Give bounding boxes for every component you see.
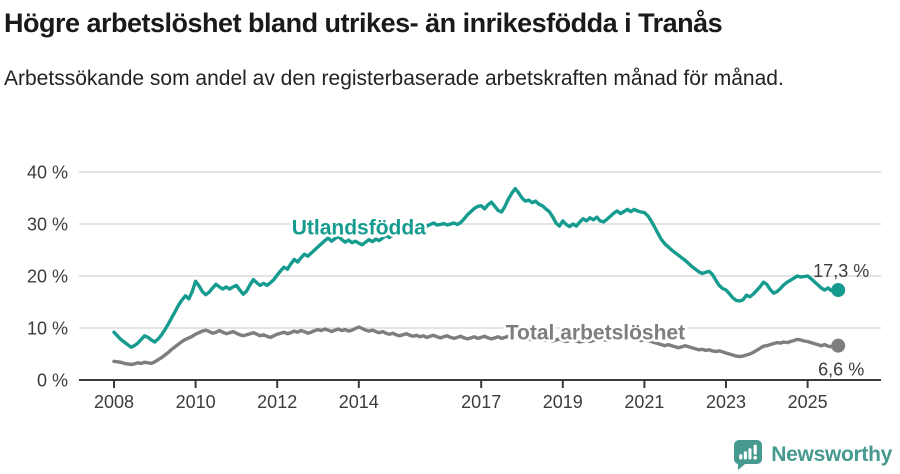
series-end-dot-0: [831, 283, 846, 298]
x-axis-label-2010: 2010: [176, 392, 216, 412]
series-end-dot-1: [831, 338, 846, 353]
bar-medium: [744, 451, 748, 460]
x-axis-label-2017: 2017: [461, 392, 501, 412]
x-axis-label-2023: 2023: [706, 392, 746, 412]
bar-large: [748, 448, 752, 460]
y-axis-label-10: 10 %: [27, 319, 68, 339]
exclamation-stem: [753, 444, 758, 455]
x-axis-label-2021: 2021: [624, 392, 664, 412]
chart-title: Högre arbetslöshet bland utrikes- än inr…: [4, 8, 723, 38]
series-line-1: [112, 325, 840, 367]
y-axis-label-40: 40 %: [27, 163, 68, 183]
speech-bubble-shape: [734, 440, 763, 470]
x-axis-label-2019: 2019: [543, 392, 583, 412]
chart-subtitle: Arbetssökande som andel av den registerb…: [4, 67, 784, 90]
series-end-label-1: 6,6 %: [818, 360, 864, 380]
brand-name: Newsworthy: [771, 442, 892, 466]
x-axis-label-2012: 2012: [257, 392, 297, 412]
exclamation-dot: [753, 456, 758, 460]
y-axis-label-30: 30 %: [27, 215, 68, 235]
y-axis-label-0: 0 %: [37, 371, 68, 391]
newsworthy-logo-icon: [734, 440, 763, 470]
x-axis-label-2008: 2008: [94, 392, 134, 412]
brand-footer[interactable]: Newsworthy: [733, 439, 892, 470]
x-axis-label-2014: 2014: [339, 392, 379, 412]
bar-small: [739, 454, 743, 460]
series-name-label-1: Total arbetslöshet: [506, 322, 685, 345]
y-axis-label-20: 20 %: [27, 267, 68, 287]
series-line-0: [112, 186, 840, 349]
series-end-label-0: 17,3 %: [813, 261, 869, 281]
x-axis-label-2025: 2025: [788, 392, 828, 412]
series-name-label-0: Utlandsfödda: [292, 217, 426, 240]
